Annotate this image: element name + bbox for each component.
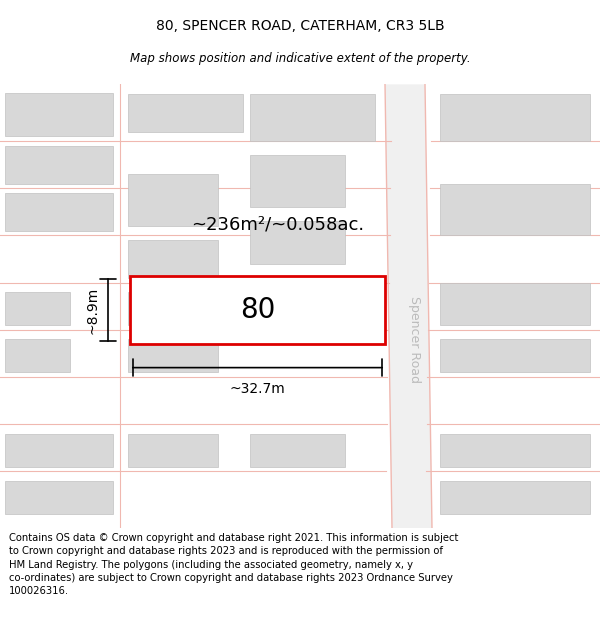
Text: Contains OS data © Crown copyright and database right 2021. This information is : Contains OS data © Crown copyright and d… — [9, 533, 458, 596]
Text: 80: 80 — [240, 296, 275, 324]
Bar — [5, 292, 70, 325]
Text: ~8.9m: ~8.9m — [86, 286, 100, 334]
Bar — [250, 221, 345, 264]
Bar — [5, 481, 113, 514]
Bar — [440, 94, 590, 141]
Bar — [250, 282, 345, 325]
Bar — [5, 146, 113, 184]
Bar — [440, 434, 590, 467]
Text: 80, SPENCER ROAD, CATERHAM, CR3 5LB: 80, SPENCER ROAD, CATERHAM, CR3 5LB — [155, 19, 445, 32]
Bar — [130, 276, 385, 344]
Text: ~236m²/~0.058ac.: ~236m²/~0.058ac. — [191, 215, 364, 233]
Bar — [128, 240, 218, 278]
Bar — [440, 481, 590, 514]
Bar — [128, 434, 218, 467]
Bar — [250, 94, 375, 141]
Bar — [128, 174, 218, 226]
Bar — [5, 193, 113, 231]
Bar — [5, 93, 113, 136]
Bar — [5, 339, 70, 372]
Bar — [440, 184, 590, 236]
Text: Map shows position and indicative extent of the property.: Map shows position and indicative extent… — [130, 52, 470, 65]
Bar — [440, 282, 590, 325]
Text: Spencer Road: Spencer Road — [409, 296, 421, 382]
Bar — [128, 94, 243, 132]
Text: ~32.7m: ~32.7m — [230, 382, 286, 396]
Bar — [250, 434, 345, 467]
Bar — [250, 155, 345, 207]
Bar — [440, 339, 590, 372]
Bar — [128, 339, 218, 372]
Bar — [128, 292, 218, 325]
Polygon shape — [385, 84, 432, 528]
Bar — [5, 434, 113, 467]
